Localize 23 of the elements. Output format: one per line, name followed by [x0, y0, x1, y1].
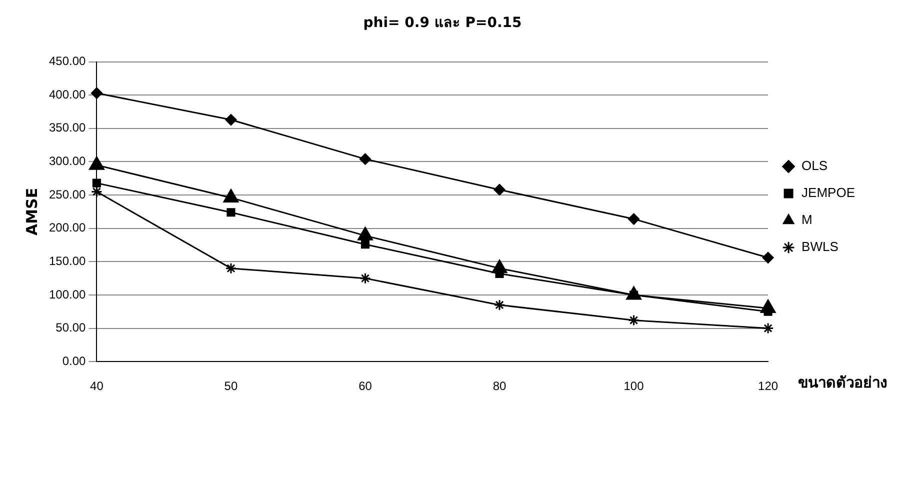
- x-tick-label: 80: [492, 379, 507, 394]
- y-tick-label: 50.00: [56, 320, 86, 335]
- y-tick-label: 450.00: [49, 54, 86, 68]
- x-tick-label: 60: [358, 379, 372, 394]
- x-tick-label: 40: [90, 379, 104, 394]
- x-tick-label: 120: [758, 379, 778, 394]
- y-tick-label: 100.00: [49, 287, 86, 302]
- y-tick-label: 150.00: [49, 254, 86, 268]
- y-tick-label: 350.00: [49, 120, 86, 135]
- y-axis-title: AMSE: [22, 188, 41, 236]
- x-tick-label: 100: [624, 379, 644, 394]
- legend-label: BWLS: [802, 239, 839, 254]
- x-tick-label: 50: [224, 379, 238, 394]
- y-tick-label: 0.00: [62, 354, 86, 368]
- chart-title: phi= 0.9 และ P=0.15: [363, 15, 522, 32]
- legend-label: JEMPOE: [802, 185, 856, 200]
- x-axis-title: ขนาดตัวอย่าง: [798, 373, 888, 392]
- legend-label: OLS: [802, 158, 828, 174]
- y-tick-label: 250.00: [49, 187, 86, 202]
- y-tick-label: 200.00: [49, 220, 86, 235]
- y-tick-label: 300.00: [49, 154, 86, 168]
- y-tick-label: 400.00: [49, 87, 86, 102]
- legend-label: M: [802, 212, 812, 228]
